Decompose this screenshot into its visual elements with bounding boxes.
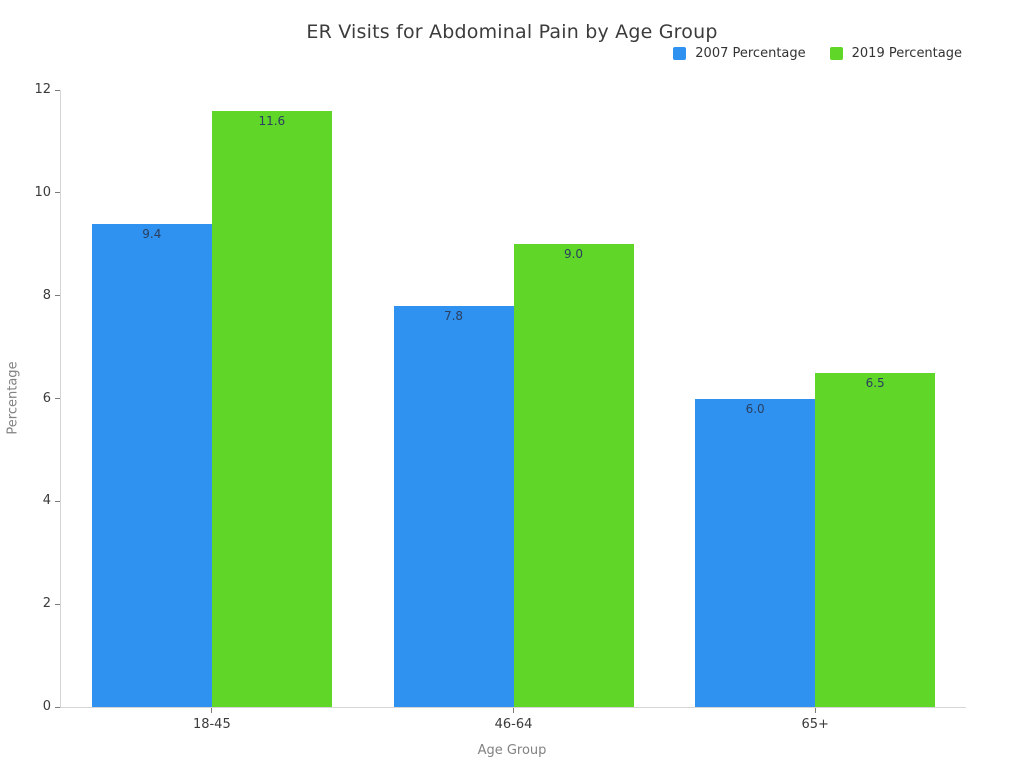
bar-2007-46-64: 7.8 [393, 305, 514, 707]
y-axis-title: Percentage [5, 361, 21, 435]
y-tick-mark [55, 398, 60, 399]
y-tick-mark [55, 706, 60, 708]
y-tick-label: 8 [42, 287, 51, 303]
y-tick-mark [55, 89, 60, 91]
bar-2019-18-45: 11.6 [211, 110, 332, 707]
bar-value-label: 9.0 [563, 247, 584, 262]
x-tick-label: 65+ [801, 717, 829, 732]
legend-item-2019: 2019 Percentage [829, 46, 962, 61]
y-tick-label: 10 [34, 184, 51, 200]
legend-label-2007: 2007 Percentage [695, 46, 806, 61]
x-tick-label: 18-45 [192, 717, 231, 732]
bar-value-label: 7.8 [443, 308, 464, 323]
x-axis-title: Age Group [477, 743, 547, 758]
bar-value-label: 9.4 [142, 226, 162, 241]
legend-item-2007: 2007 Percentage [673, 46, 806, 61]
y-tick-mark [55, 295, 60, 297]
y-tick-label: 6 [42, 390, 51, 406]
y-tick-label: 4 [42, 493, 51, 509]
plot-area: 0 2 4 6 8 10 12 18-45 9.4 11.6 46-64 7.8 9.0 65+ 6.0 6.… [34, 82, 966, 732]
legend: 2007 Percentage 2019 Percentage [673, 46, 962, 61]
x-tick-mark [211, 708, 213, 713]
legend-swatch-2019 [829, 47, 843, 60]
y-tick-mark [55, 192, 60, 194]
bar-2019-65+: 6.5 [815, 372, 936, 707]
y-tick-mark [55, 500, 60, 502]
chart-title: ER Visits for Abdominal Pain by Age Grou… [306, 21, 718, 43]
legend-swatch-2007 [673, 47, 687, 60]
y-tick-label: 0 [42, 699, 51, 714]
legend-label-2019: 2019 Percentage [851, 46, 962, 61]
y-tick-label: 2 [42, 596, 51, 612]
bar-value-label: 6.0 [745, 401, 765, 416]
bar-2007-65+: 6.0 [695, 398, 816, 707]
bar-value-label: 6.5 [865, 375, 885, 390]
x-tick-mark [814, 708, 816, 713]
x-tick-mark [513, 708, 514, 713]
bar-2019-46-64: 9.0 [513, 244, 634, 707]
y-tick-mark [55, 603, 60, 605]
y-tick-label: 12 [34, 82, 51, 97]
bar-2007-18-45: 9.4 [91, 223, 212, 707]
x-tick-label: 46-64 [494, 717, 533, 732]
bar-value-label: 11.6 [258, 113, 286, 128]
